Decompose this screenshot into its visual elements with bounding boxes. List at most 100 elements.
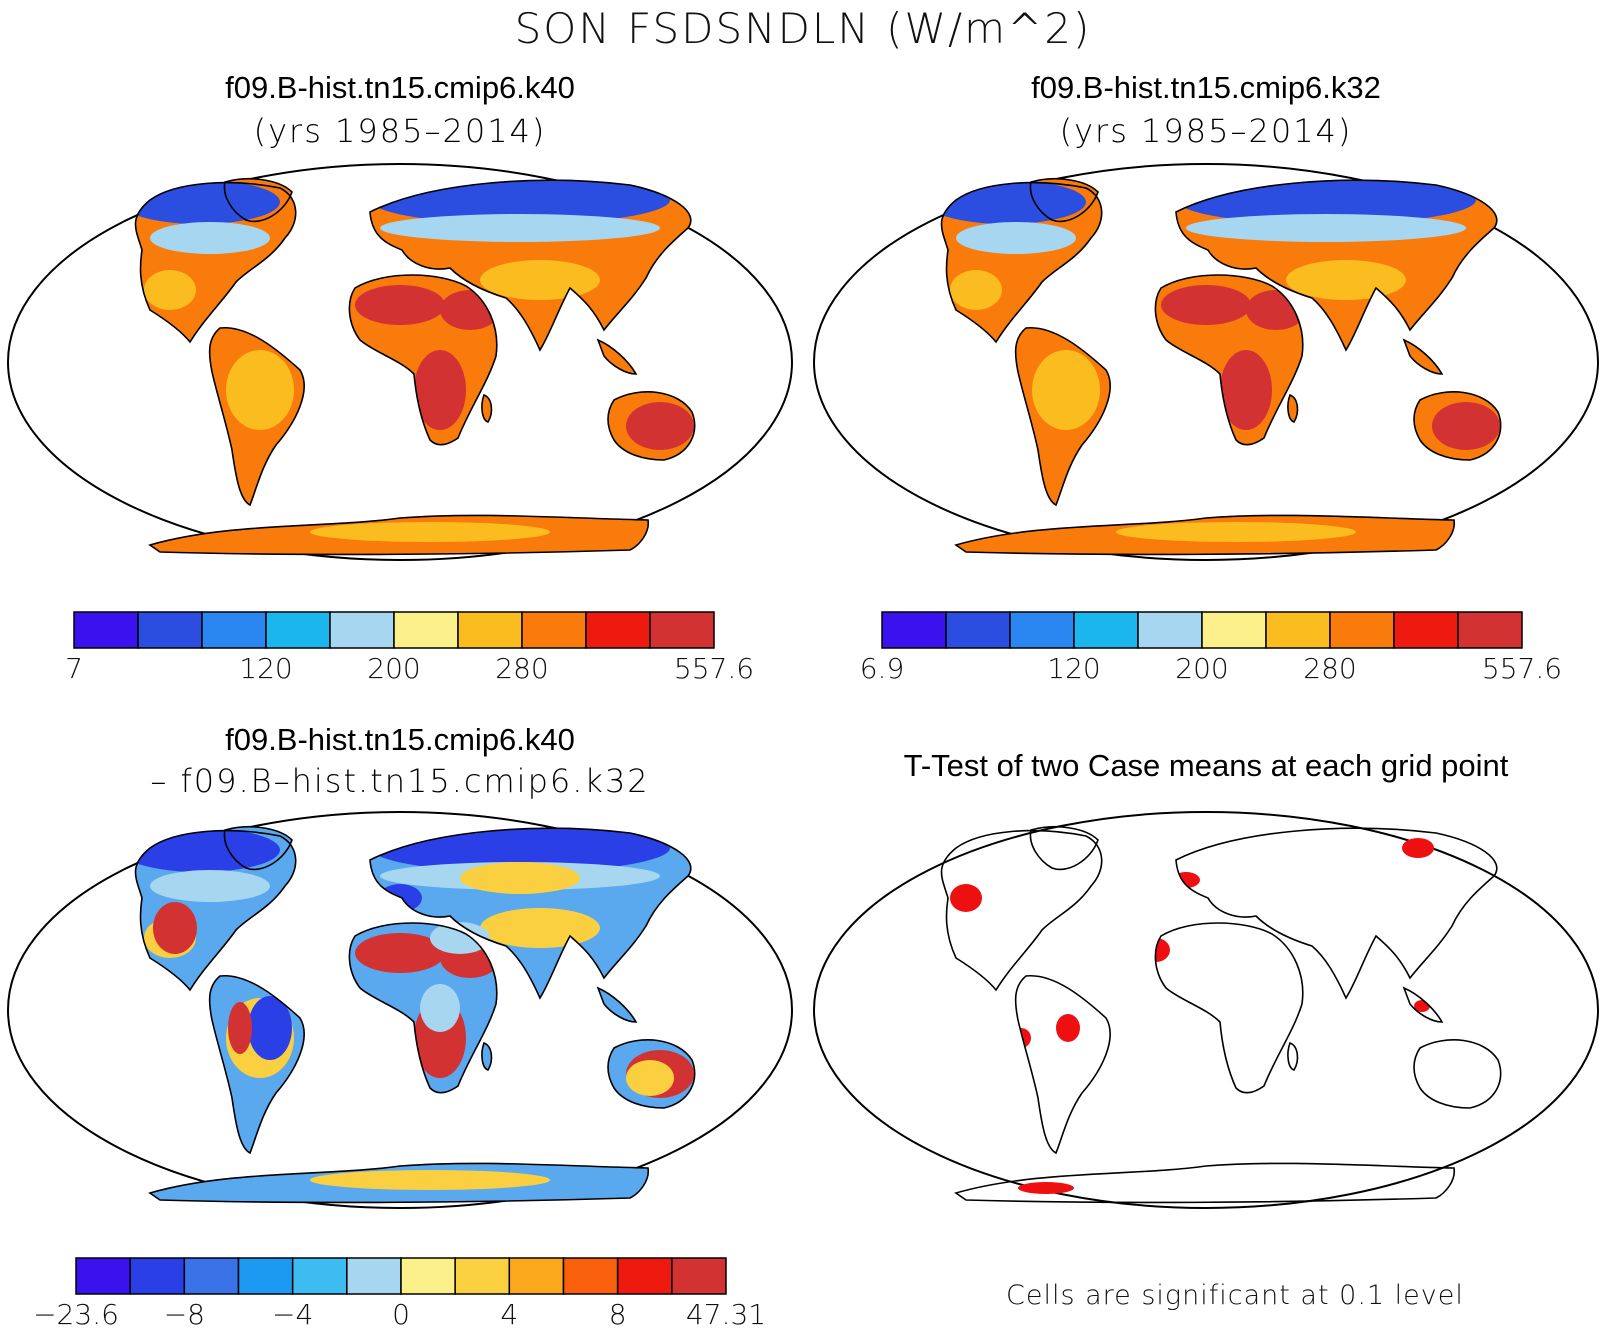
figure-title: SON FSDSNDLN (W/m^2) <box>514 4 1092 53</box>
colorbar-swatch <box>183 1257 240 1295</box>
colorbar-swatch <box>1329 611 1395 649</box>
colorbar-tick-label: 200 <box>1175 652 1229 685</box>
colorbar-swatch <box>346 1257 402 1295</box>
colorbar-swatch <box>671 1257 727 1295</box>
panel4-title: T-Test of two Case means at each grid po… <box>903 748 1509 783</box>
coastline-madagascar <box>481 393 493 423</box>
colorbar-swatch <box>1457 611 1523 649</box>
colorbar-tick-label: 4 <box>500 1298 519 1331</box>
colorbar-tick-label: 8 <box>608 1298 627 1331</box>
coastline-northAmerica <box>940 829 1103 992</box>
colorbar-tick-label: −8 <box>163 1298 205 1331</box>
colorbar-swatch <box>454 1257 511 1295</box>
coastline-antarctica <box>148 514 650 556</box>
colorbar-difference <box>75 1257 727 1295</box>
colorbar-swatch <box>945 611 1011 649</box>
coastline-australia <box>607 391 696 461</box>
coastline-eurasia <box>1175 827 1498 1000</box>
colorbar-swatch <box>616 1257 673 1295</box>
coastline-seAsia <box>596 338 638 375</box>
colorbar-swatch <box>75 1257 131 1295</box>
coastline-northAmerica <box>134 829 297 992</box>
coastline-greenland <box>1029 178 1099 223</box>
colorbar-tick-label: −23.6 <box>33 1298 119 1331</box>
coastline-australia <box>607 1039 696 1109</box>
colorbar-swatch <box>291 1257 348 1295</box>
coastline-greenland <box>223 178 293 223</box>
colorbar-tick-label: 557.6 <box>673 652 755 685</box>
significance-note: Cells are significant at 0.1 level <box>1006 1280 1464 1311</box>
coastline-madagascar <box>1287 393 1299 423</box>
coastline-africa <box>1154 922 1304 1094</box>
map-panel-case2 <box>813 163 1599 561</box>
colorbar-tick-label: 47.31 <box>685 1298 767 1331</box>
map-panel-difference <box>7 811 793 1209</box>
coastline-antarctica <box>954 1162 1456 1204</box>
coastline-madagascar <box>481 1041 493 1071</box>
coastline-africa <box>1154 274 1304 446</box>
coastline-southAmerica <box>208 975 305 1155</box>
coastline-australia <box>1413 391 1502 461</box>
colorbar-swatch <box>1073 611 1139 649</box>
coastline-eurasia <box>369 179 692 352</box>
map-frame <box>813 811 1599 1209</box>
coastline-seAsia <box>1402 986 1444 1023</box>
colorbar-swatch <box>1393 611 1459 649</box>
coastline-antarctica <box>148 1162 650 1204</box>
coastline-africa <box>348 922 498 1094</box>
colorbar-swatch <box>393 611 459 649</box>
colorbar-tick-label: 0 <box>392 1298 410 1331</box>
coastline-greenland <box>223 826 293 871</box>
colorbar-swatch <box>1137 611 1203 649</box>
colorbar-swatch <box>137 611 203 649</box>
colorbar-swatch <box>129 1257 186 1295</box>
coastline-australia <box>1413 1039 1502 1109</box>
colorbar-swatch <box>1009 611 1075 649</box>
coastline-northAmerica <box>940 181 1103 344</box>
colorbar-swatch <box>521 611 587 649</box>
colorbar-swatch <box>400 1257 456 1295</box>
map-panel-case1 <box>7 163 793 561</box>
colorbar-case2 <box>881 611 1523 649</box>
colorbar-tick-label: 280 <box>495 652 549 685</box>
colorbar-tick-label: 7 <box>65 652 83 685</box>
coastline-eurasia <box>1175 179 1498 352</box>
coastline-antarctica <box>954 514 1456 556</box>
colorbar-swatch <box>1265 611 1331 649</box>
coastline-northAmerica <box>134 181 297 344</box>
colorbar-swatch <box>649 611 715 649</box>
colorbar-tick-label: 120 <box>239 652 293 685</box>
panel1-title-line2: (yrs 1985–2014) <box>253 112 547 150</box>
colorbar-swatch <box>562 1257 619 1295</box>
panel2-title-line1: f09.B-hist.tn15.cmip6.k32 <box>1031 70 1381 105</box>
coastline-madagascar <box>1287 1041 1299 1071</box>
colorbar-tick-label: 6.9 <box>859 652 905 685</box>
panel2-title-line2: (yrs 1985–2014) <box>1059 112 1353 150</box>
colorbar-tick-label: 557.6 <box>1481 652 1563 685</box>
coastline-seAsia <box>596 986 638 1023</box>
colorbar-swatch <box>881 611 947 649</box>
coastline-southAmerica <box>1014 975 1111 1155</box>
colorbar-swatch <box>237 1257 294 1295</box>
colorbar-swatch <box>585 611 651 649</box>
colorbar-tick-label: 280 <box>1303 652 1357 685</box>
colorbar-swatch <box>73 611 139 649</box>
coastline-eurasia <box>369 827 692 1000</box>
colorbar-tick-label: 200 <box>367 652 421 685</box>
coastline-seAsia <box>1402 338 1444 375</box>
map-panel-ttest <box>813 811 1599 1209</box>
colorbar-swatch <box>329 611 395 649</box>
colorbar-case1 <box>73 611 715 649</box>
colorbar-swatch <box>508 1257 565 1295</box>
coastline-southAmerica <box>208 327 305 507</box>
coastline-greenland <box>1029 826 1099 871</box>
panel1-title-line1: f09.B-hist.tn15.cmip6.k40 <box>225 70 575 105</box>
panel3-title-line2: – f09.B–hist.tn15.cmip6.k32 <box>150 762 650 800</box>
colorbar-tick-label: 120 <box>1047 652 1101 685</box>
coastline-africa <box>348 274 498 446</box>
coastline-southAmerica <box>1014 327 1111 507</box>
colorbar-swatch <box>1201 611 1267 649</box>
colorbar-swatch <box>265 611 331 649</box>
colorbar-swatch <box>201 611 267 649</box>
colorbar-swatch <box>457 611 523 649</box>
